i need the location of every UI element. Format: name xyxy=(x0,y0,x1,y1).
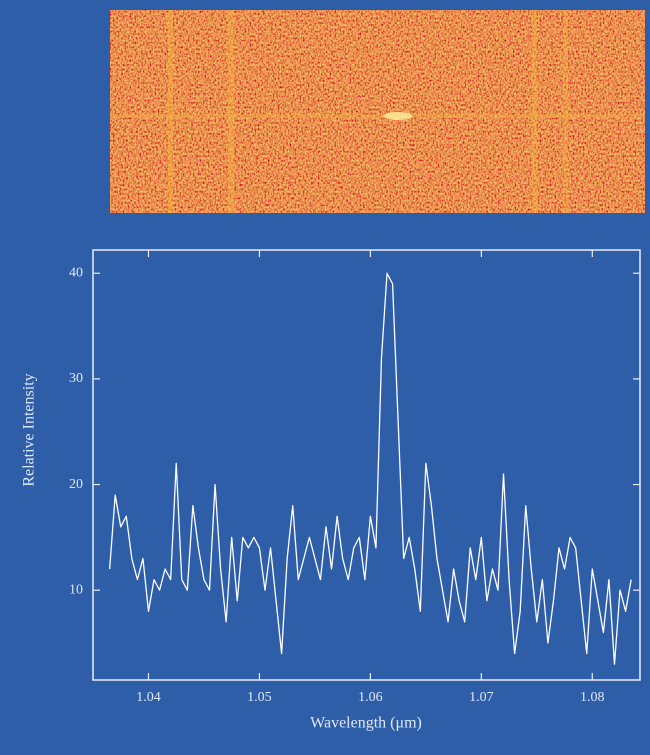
x-tick-label: 1.04 xyxy=(136,690,161,705)
x-axis-label: Wavelength (μm) xyxy=(310,715,422,732)
x-tick-label: 1.08 xyxy=(580,690,605,705)
y-tick-label: 40 xyxy=(69,265,83,280)
y-tick-label: 20 xyxy=(69,477,83,492)
x-tick-label: 1.05 xyxy=(247,690,272,705)
spectrum-image xyxy=(110,10,645,213)
image-line-emission xyxy=(384,112,412,120)
image-streak xyxy=(532,10,537,213)
image-streak xyxy=(168,10,173,213)
image-streak xyxy=(563,10,568,213)
y-axis-label: Relative Intensity xyxy=(21,373,38,486)
y-tick-label: 10 xyxy=(69,582,83,597)
plot-frame xyxy=(92,249,641,681)
image-noise xyxy=(110,10,645,213)
spectrum-line xyxy=(108,272,632,665)
y-tick-label: 30 xyxy=(69,371,83,386)
x-tick-label: 1.06 xyxy=(358,690,383,705)
image-streak xyxy=(228,10,234,213)
x-tick-label: 1.07 xyxy=(469,690,494,705)
image-streak xyxy=(110,114,645,118)
